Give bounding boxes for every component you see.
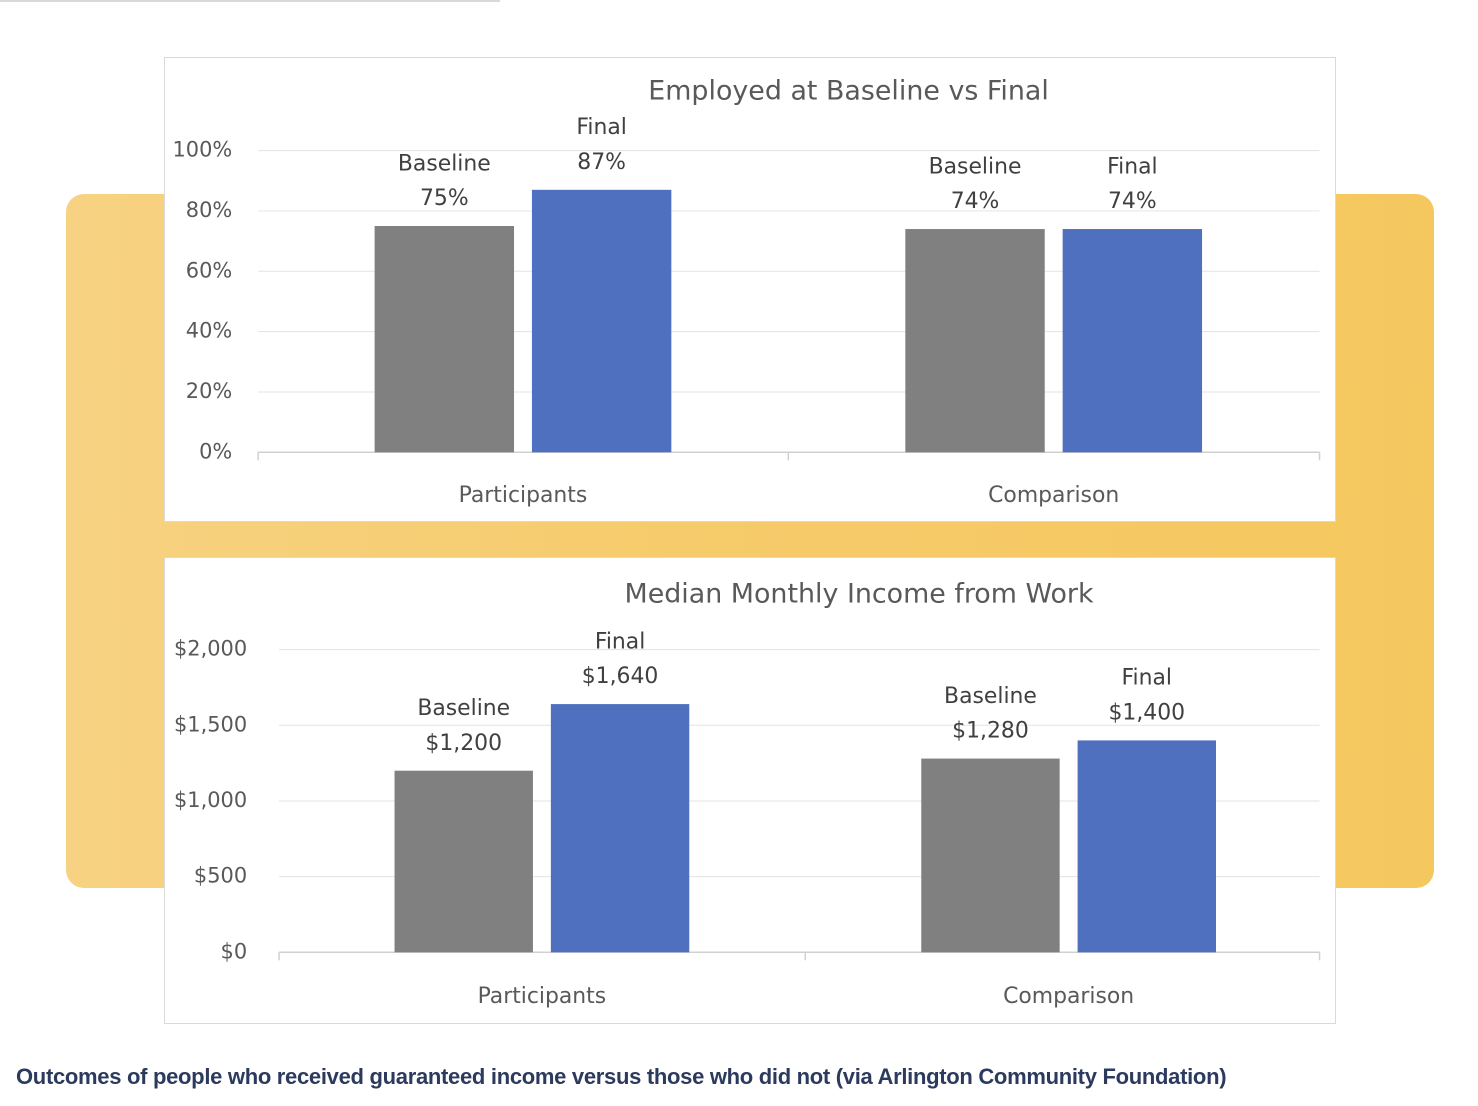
employment-bar-baseline-comparison [905, 229, 1045, 453]
figure-caption: Outcomes of people who received guarante… [16, 1064, 1227, 1089]
employment-y-tick-label: 0% [199, 439, 232, 463]
employment-y-tick-label: 20% [186, 379, 232, 403]
employment-chart-panel: Employed at Baseline vs Final 0% 20% 40% 60%… [164, 57, 1336, 522]
income-y-tick-label: $1,500 [174, 712, 247, 736]
employment-y-tick-label: 60% [186, 258, 232, 282]
employment-y-tick-label: 80% [186, 198, 232, 222]
income-bar-final-participants [550, 704, 690, 953]
income-y-tick-label: $2,000 [174, 637, 247, 661]
employment-y-tick-label: 40% [186, 319, 232, 343]
income-series-label-final-participants: Final [595, 629, 645, 654]
income-series-label-final-comparison: Final [1122, 666, 1172, 691]
income-value-label-final-participants: $1,640 [582, 664, 659, 689]
employment-bar-baseline-participants [374, 226, 515, 453]
income-bar-baseline-comparison [921, 758, 1060, 953]
employment-value-label-baseline-participants: 75% [420, 186, 469, 211]
employment-series-label-final-comparison: Final [1107, 154, 1157, 179]
employment-chart-title: Employed at Baseline vs Final [648, 75, 1049, 106]
income-series-label-baseline-comparison: Baseline [944, 684, 1037, 709]
income-chart-title: Median Monthly Income from Work [625, 578, 1094, 609]
income-y-tick-label: $1,000 [174, 788, 247, 812]
employment-series-label-baseline-participants: Baseline [398, 151, 491, 176]
income-category-label-comparison: Comparison [1003, 984, 1134, 1009]
employment-y-tick-label: 100% [173, 138, 233, 162]
employment-series-label-final-participants: Final [576, 115, 626, 140]
employment-bar-final-comparison [1062, 229, 1203, 453]
employment-category-label-comparison: Comparison [988, 483, 1119, 508]
income-category-label-participants: Participants [478, 984, 607, 1009]
income-value-label-final-comparison: $1,400 [1108, 701, 1185, 726]
employment-value-label-final-comparison: 74% [1108, 189, 1157, 214]
employment-value-label-final-participants: 87% [577, 150, 626, 175]
top-divider [0, 0, 500, 2]
income-y-tick-label: $0 [221, 939, 248, 963]
employment-value-label-baseline-comparison: 74% [951, 189, 1000, 214]
employment-series-label-baseline-comparison: Baseline [929, 154, 1022, 179]
income-value-label-baseline-participants: $1,200 [425, 731, 502, 756]
employment-chart: Employed at Baseline vs Final 0% 20% 40% 60%… [173, 75, 1321, 508]
income-chart: Median Monthly Income from Work $0 $500 $1,… [174, 578, 1321, 1009]
income-chart-panel: Median Monthly Income from Work $0 $500 $1,… [164, 557, 1336, 1024]
income-y-tick-label: $500 [194, 864, 247, 888]
employment-bar-final-participants [531, 189, 672, 453]
income-series-label-baseline-participants: Baseline [417, 696, 510, 721]
income-bar-final-comparison [1077, 740, 1216, 953]
income-value-label-baseline-comparison: $1,280 [952, 719, 1029, 744]
employment-category-label-participants: Participants [459, 483, 588, 508]
income-bar-baseline-participants [394, 770, 533, 953]
